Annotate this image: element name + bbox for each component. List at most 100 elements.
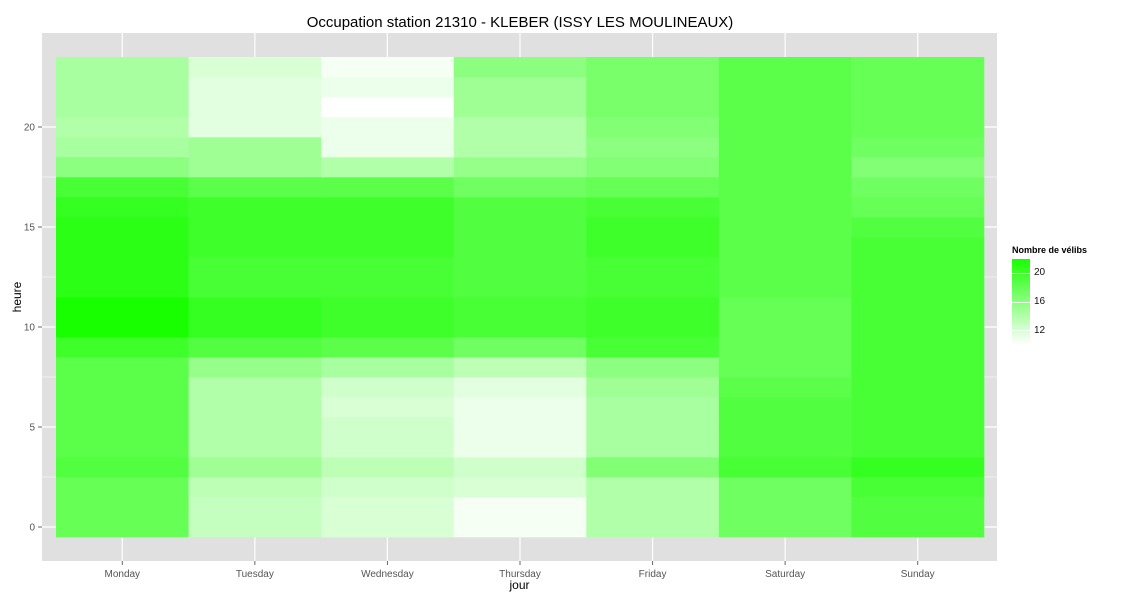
heatmap-tile [718,117,852,138]
heatmap-tile [718,397,852,418]
heatmap-tile [586,157,720,178]
heatmap-tile [718,357,852,378]
heatmap-tile [453,457,587,478]
color-legend: Nombre de vélibs 20 16 12 [1012,245,1087,347]
heatmap-tile [56,337,189,358]
x-axis-title: jour [508,578,529,592]
heatmap-tile [586,317,720,338]
heatmap-tile [851,417,985,438]
heatmap-tile [718,337,852,358]
heatmap-tile [321,517,455,538]
heatmap-tile [56,297,189,318]
heatmap-tile [321,157,455,178]
heatmap-tile [718,97,852,118]
heatmap-tile [188,137,322,158]
y-axis: 0 5 10 15 20 [24,123,42,534]
heatmap-tile [453,497,587,518]
heatmap-tile [851,357,985,378]
heatmap-tile [56,137,189,158]
y-tick-label: 0 [29,523,35,534]
heatmap-tile [851,497,985,518]
x-tick-label: Wednesday [361,569,414,580]
heatmap-tile [56,417,189,438]
x-tick-label: Monday [104,569,140,580]
heatmap-tile [56,277,189,298]
heatmap-tile [851,297,985,318]
heatmap-tile [453,297,587,318]
heatmap-tile [321,377,455,398]
heatmap-tile [453,337,587,358]
heatmap-tile [851,377,985,398]
heatmap-tile [851,157,985,178]
heatmap-tile [718,297,852,318]
heatmap-tile [188,457,322,478]
heatmap-tile [453,397,587,418]
heatmap-tile [453,117,587,138]
heatmap-tile [321,297,455,318]
heatmap-tile [718,77,852,98]
heatmap-tile [321,457,455,478]
heatmap-tile [586,397,720,418]
heatmap-tile [188,217,322,238]
heatmap-tile [56,97,189,118]
heatmap-tile [321,417,455,438]
heatmap-tile [321,137,455,158]
heatmap-tile [718,257,852,278]
heatmap-tile [56,117,189,138]
y-tick-label: 10 [24,323,36,334]
heatmap-tile [56,57,189,78]
heatmap-tile [453,137,587,158]
heatmap-tile [586,217,720,238]
heatmap-tile [56,157,189,178]
heatmap-tile [851,437,985,458]
heatmap-tile [851,57,985,78]
heatmap-tile [586,77,720,98]
heatmap-tile [188,297,322,318]
legend-title: Nombre de vélibs [1012,245,1088,255]
heatmap-tile [586,337,720,358]
legend-tick-mark [1012,301,1030,303]
heatmap-tile [851,217,985,238]
heatmap-tile [321,117,455,138]
heatmap-tile [586,377,720,398]
heatmap-tile [453,177,587,198]
heatmap-tile [718,477,852,498]
heatmap-tile [851,177,985,198]
heatmap-tile [586,237,720,258]
heatmap-tile [586,57,720,78]
heatmap-tile [851,117,985,138]
heatmap-tile [321,497,455,518]
heatmap-tile [56,497,189,518]
heatmap-tile [586,437,720,458]
heatmap-tile [453,517,587,538]
heatmap-tile [188,377,322,398]
y-axis-title: heure [10,281,24,312]
heatmap-tile [851,317,985,338]
legend-tick-mark [1012,330,1030,332]
heatmap-tile [453,77,587,98]
heatmap-tile [718,377,852,398]
heatmap-tile [586,357,720,378]
heatmap-tile [56,517,189,538]
heatmap-tile [453,257,587,278]
heatmap-tile [586,477,720,498]
heatmap-tile [851,337,985,358]
heatmap-tile [321,217,455,238]
heatmap-tile [718,417,852,438]
heatmap-tile [453,477,587,498]
heatmap-tile [851,237,985,258]
heatmap-tile [851,97,985,118]
heatmap-tile [188,197,322,218]
heatmap-tile [56,197,189,218]
heatmap-tile [188,237,322,258]
heatmap-tile [453,157,587,178]
heatmap-tile [586,497,720,518]
heatmap-tile [586,457,720,478]
heatmap-tile [56,377,189,398]
heatmap-tile [321,397,455,418]
heatmap-tile [321,197,455,218]
heatmap-tile [188,257,322,278]
heatmap-tile [586,197,720,218]
heatmap-tile [188,77,322,98]
